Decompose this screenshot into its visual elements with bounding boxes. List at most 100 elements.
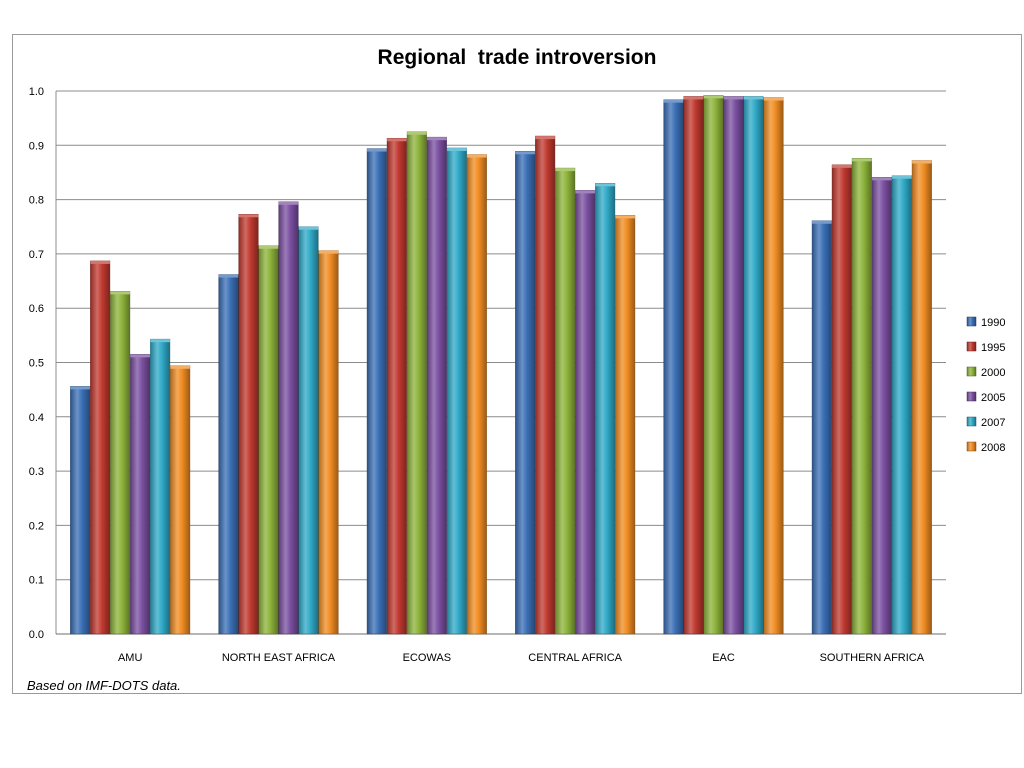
bar-1995 [683, 96, 704, 635]
bar-cap [407, 131, 427, 135]
bar-cap [595, 183, 615, 187]
y-tick-label: 1.0 [29, 86, 44, 98]
legend-label: 2000 [981, 367, 1005, 379]
bar-cap [892, 175, 912, 179]
y-tick-label: 0.8 [29, 195, 44, 207]
bar-1990 [366, 148, 387, 635]
legend-swatch [966, 441, 977, 452]
y-tick-label: 0.0 [29, 629, 44, 641]
legend-swatch [966, 416, 977, 427]
y-tick-label: 0.2 [29, 520, 44, 532]
bar-cap [852, 158, 872, 162]
bar-cap [130, 354, 150, 358]
y-tick-label: 0.1 [29, 575, 44, 587]
bar-cap [70, 386, 90, 390]
y-tick-label: 0.6 [29, 303, 44, 315]
bar-cap [387, 138, 407, 142]
bar-2005 [278, 201, 299, 635]
bar-2007 [150, 338, 171, 635]
bar-2008 [318, 250, 339, 635]
bar-cap [110, 291, 130, 295]
bar-cap [763, 97, 784, 101]
bar-2005 [130, 354, 151, 635]
bar-cap [427, 137, 447, 141]
bar-cap [367, 148, 387, 152]
bar-cap [238, 214, 259, 218]
bar-cap [535, 136, 555, 140]
bar-cap [258, 245, 279, 249]
bar-cap [150, 339, 170, 343]
legend-swatch [966, 391, 977, 402]
bar-2000 [110, 291, 131, 635]
bar-cap [218, 274, 239, 278]
legend-label: 2005 [981, 392, 1005, 404]
bar-2005 [426, 136, 447, 635]
bar-cap [318, 250, 339, 254]
bar-1990 [70, 386, 91, 635]
chart-title: Regional trade introversion [377, 46, 657, 69]
bar-2008 [911, 160, 932, 635]
bar-1995 [238, 214, 259, 635]
y-tick-label: 0.5 [29, 358, 44, 370]
bar-1990 [515, 151, 536, 635]
bar-1995 [90, 260, 111, 635]
bar-2005 [575, 190, 596, 635]
bar-2007 [595, 183, 616, 635]
bar-cap [723, 96, 744, 100]
y-tick-label: 0.7 [29, 249, 44, 261]
bar-1990 [811, 220, 832, 635]
x-category-label: NORTH EAST AFRICA [222, 652, 336, 664]
legend-swatch [966, 341, 977, 352]
bar-cap [743, 96, 764, 100]
bar-2007 [446, 147, 467, 635]
bar-2000 [703, 95, 724, 635]
legend-label: 1990 [981, 317, 1005, 329]
bar-2000 [555, 167, 576, 635]
bar-cap [663, 99, 684, 103]
bar-cap [832, 164, 852, 168]
x-category-label: EAC [712, 652, 735, 664]
bar-2008 [170, 365, 191, 635]
bar-cap [447, 148, 467, 152]
bar-cap [812, 220, 832, 224]
bar-2000 [851, 158, 872, 635]
bar-2000 [258, 245, 279, 635]
bar-cap [683, 96, 704, 100]
source-footnote: Based on IMF-DOTS data. [27, 678, 181, 693]
bar-2005 [723, 96, 744, 635]
bar-2008 [615, 215, 636, 635]
bar-1995 [535, 135, 556, 635]
legend-label: 2007 [981, 417, 1005, 429]
bar-2007 [298, 226, 319, 635]
y-tick-label: 0.3 [29, 466, 44, 478]
bar-2008 [466, 154, 487, 635]
bar-1995 [831, 164, 852, 635]
bar-cap [467, 154, 487, 158]
bar-cap [515, 151, 535, 155]
bar-cap [912, 160, 932, 164]
y-tick-label: 0.9 [29, 140, 44, 152]
bar-2000 [406, 131, 427, 635]
bar-2008 [763, 97, 784, 635]
x-category-label: SOUTHERN AFRICA [820, 652, 925, 664]
bar-2005 [871, 177, 892, 635]
bar-cap [298, 226, 319, 230]
bar-cap [615, 215, 635, 219]
legend-swatch [966, 366, 977, 377]
bar-2007 [743, 96, 764, 635]
x-category-label: AMU [118, 652, 143, 664]
legend-label: 2008 [981, 442, 1005, 454]
legend-label: 1995 [981, 342, 1005, 354]
bar-2007 [891, 175, 912, 635]
bar-1990 [663, 99, 684, 635]
bar-cap [170, 365, 190, 369]
x-category-label: ECOWAS [403, 652, 452, 664]
bar-1995 [386, 137, 407, 635]
bar-cap [90, 260, 110, 264]
bar-cap [575, 190, 595, 194]
bar-cap [703, 95, 724, 99]
y-tick-label: 0.4 [29, 412, 44, 424]
legend-swatch [966, 316, 977, 327]
bar-cap [278, 201, 299, 205]
